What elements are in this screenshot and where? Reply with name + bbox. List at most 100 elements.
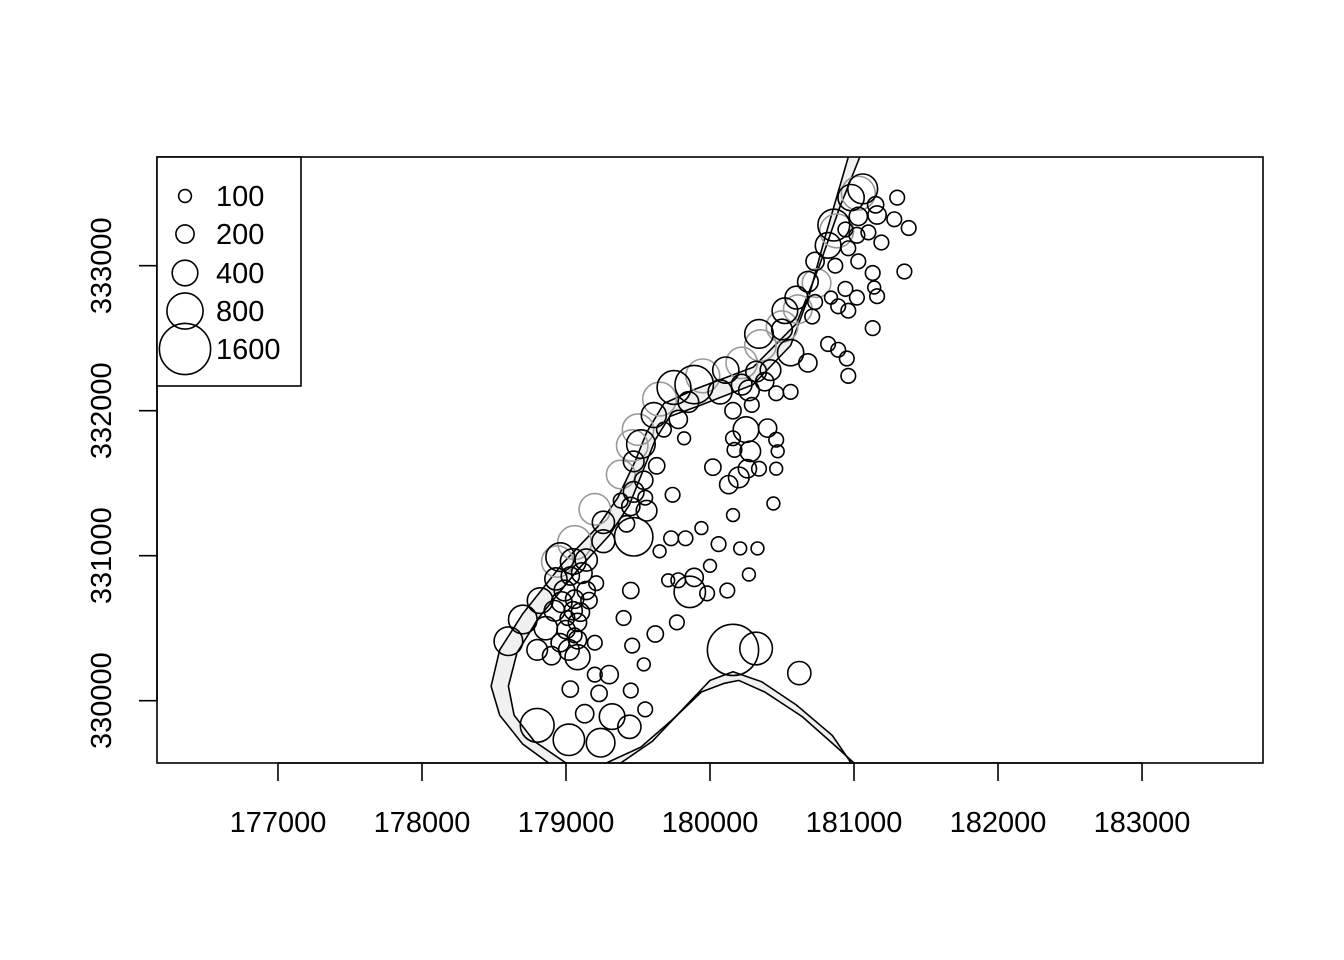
data-point: [636, 657, 651, 672]
data-point: [585, 727, 616, 758]
data-point: [776, 338, 805, 367]
data-point: [830, 298, 847, 315]
data-point: [725, 507, 741, 523]
data-point: [567, 612, 588, 633]
data-point: [759, 359, 782, 382]
data-point: [637, 701, 654, 718]
data-point: [664, 486, 681, 503]
data-point: [544, 567, 568, 591]
data-point: [673, 575, 707, 609]
data-point: [739, 440, 762, 463]
data-point: [719, 582, 736, 599]
data-point: [846, 173, 879, 205]
data-point: [866, 195, 885, 214]
data-point: [564, 589, 585, 610]
data-point: [586, 634, 603, 651]
data-point: [599, 664, 620, 685]
legend-symbol: [171, 259, 199, 287]
data-point: [625, 429, 657, 460]
data-point: [662, 530, 680, 547]
data-point: [782, 383, 799, 401]
data-point: [730, 373, 753, 396]
data-point: [621, 581, 640, 600]
data-point: [732, 416, 760, 444]
data-point: [590, 684, 609, 703]
data-point-bank: [578, 492, 612, 526]
data-point: [676, 431, 692, 446]
data-point: [837, 221, 854, 238]
x-tick-label: 178000: [374, 807, 471, 839]
legend-label: 400: [216, 258, 264, 290]
data-point: [724, 401, 742, 420]
data-point: [770, 318, 794, 341]
data-point: [750, 541, 765, 556]
x-tick-label: 181000: [806, 807, 903, 839]
data-point: [652, 544, 667, 559]
river-band-left: [491, 157, 860, 763]
data-point: [588, 575, 605, 592]
data-point: [574, 703, 595, 724]
data-point: [612, 492, 629, 509]
data-point: [732, 541, 748, 556]
data-point: [864, 320, 881, 337]
data-point: [743, 396, 760, 414]
data-point: [519, 707, 555, 743]
data-point: [660, 573, 676, 588]
data-point: [561, 680, 580, 699]
data-point: [622, 450, 645, 473]
data-point: [840, 240, 857, 257]
data-point: [840, 367, 857, 385]
data-point: [598, 702, 626, 731]
data-point: [860, 224, 877, 241]
data-point: [771, 297, 799, 325]
data-point: [674, 364, 715, 405]
data-point: [526, 638, 549, 662]
data-point: [768, 461, 784, 476]
data-point: [637, 489, 654, 506]
data-point: [559, 609, 576, 627]
data-point: [823, 290, 839, 305]
legend-box: [156, 156, 302, 387]
data-point: [624, 637, 641, 654]
x-tick-label: 180000: [662, 807, 759, 839]
data-point: [545, 541, 576, 573]
data-point: [738, 631, 774, 666]
data-point: [615, 609, 632, 627]
data-point: [770, 444, 785, 459]
data-point: [768, 385, 785, 402]
data-point: [848, 289, 866, 306]
x-axis: 177000 178000 179000 180000 181000 182000 1830…: [230, 762, 1190, 839]
data-point-bank: [621, 413, 655, 447]
data-point: [804, 308, 821, 325]
x-tick-label: 177000: [230, 807, 327, 839]
data-point-bank: [615, 428, 649, 462]
data-point: [710, 535, 727, 553]
points-layer: [493, 173, 917, 758]
data-point: [900, 219, 917, 237]
data-point: [766, 496, 781, 511]
y-tick-label: 332000: [86, 362, 118, 459]
data-point: [647, 456, 666, 475]
data-point: [560, 566, 581, 586]
data-point: [566, 627, 583, 644]
data-point: [837, 280, 854, 298]
data-point: [668, 409, 689, 430]
data-point: [704, 458, 722, 477]
data-point-bank: [641, 381, 678, 417]
data-point: [724, 430, 742, 447]
river-edge-outer: [490, 157, 861, 763]
data-point: [750, 460, 768, 477]
data-point-bank: [801, 268, 832, 299]
data-point: [848, 226, 866, 244]
data-point: [622, 480, 645, 504]
data-point: [737, 458, 758, 479]
legend-symbol: [177, 188, 193, 204]
data-point: [574, 548, 599, 572]
river-layer: [490, 157, 861, 763]
data-point: [617, 714, 642, 740]
data-point: [819, 335, 837, 353]
legend-label: 100: [216, 181, 264, 213]
x-tick-label: 182000: [950, 807, 1047, 839]
river-band-bend: [606, 671, 854, 763]
data-point: [668, 614, 686, 631]
